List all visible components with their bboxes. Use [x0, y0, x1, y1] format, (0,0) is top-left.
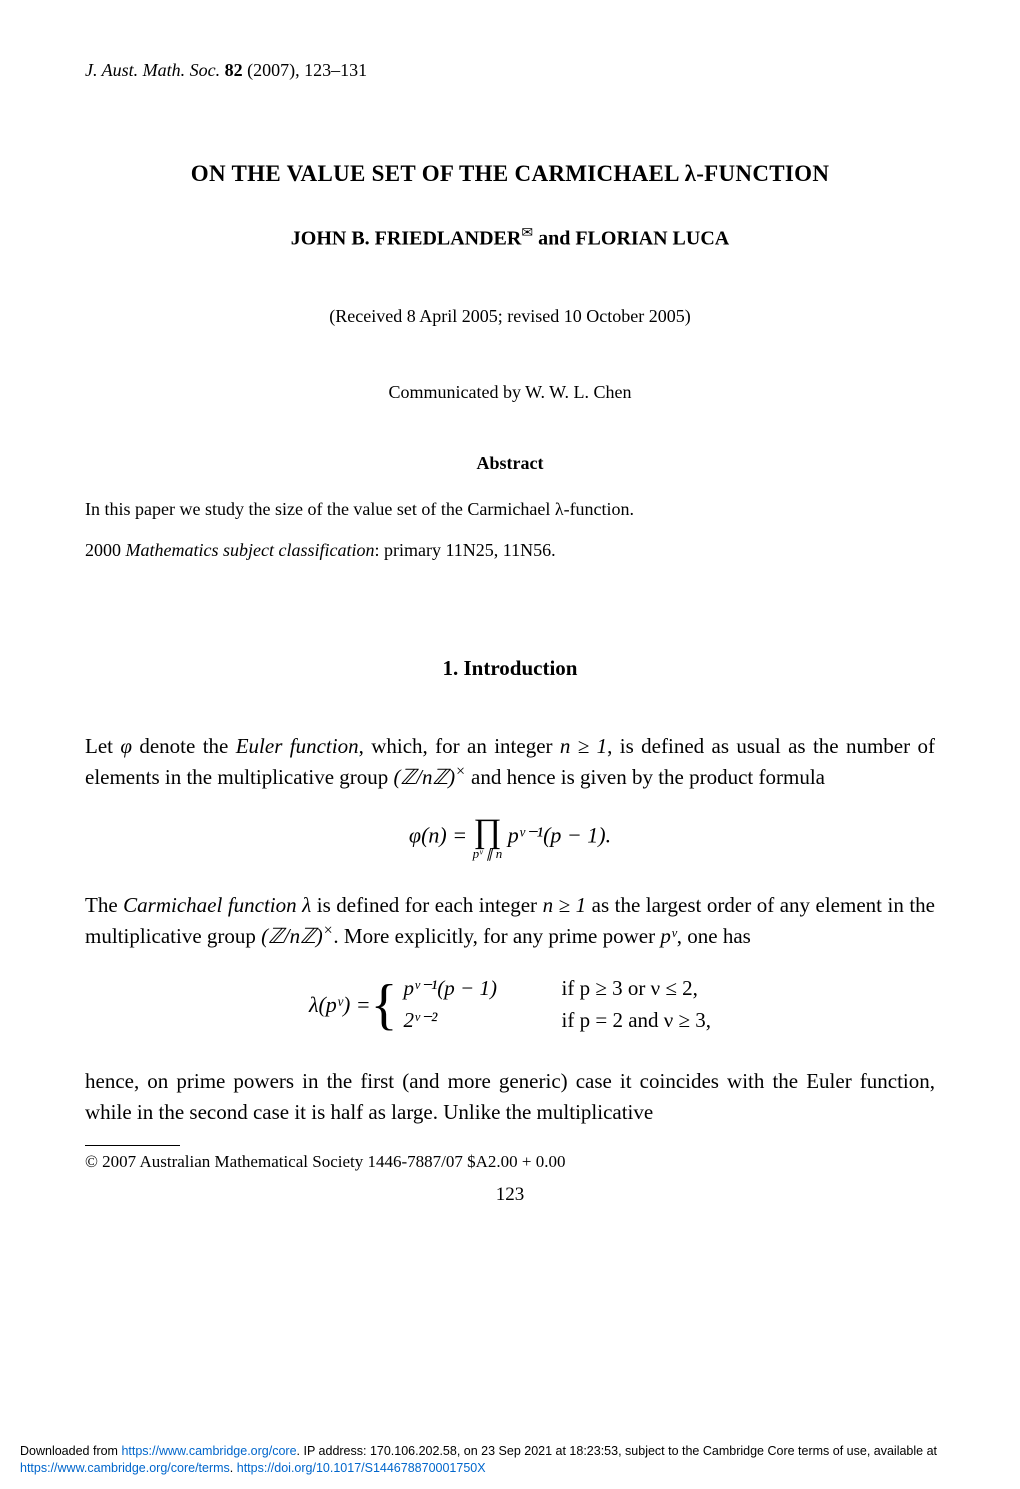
- text: denote the: [132, 734, 236, 758]
- received-dates: (Received 8 April 2005; revised 10 Octob…: [85, 306, 935, 327]
- footer-link-doi[interactable]: https://doi.org/10.1017/S144678870001750…: [237, 1461, 486, 1475]
- section-title: Introduction: [464, 656, 578, 680]
- left-brace: {: [371, 980, 398, 1030]
- page-number: 123: [85, 1184, 935, 1206]
- math-ngeq: n ≥ 1: [560, 734, 607, 758]
- journal-name: J. Aust. Math. Soc.: [85, 60, 220, 80]
- paragraph-3: hence, on prime powers in the first (and…: [85, 1066, 935, 1127]
- text: The: [85, 893, 123, 917]
- math-times: ×: [323, 922, 334, 939]
- cases: pᵛ⁻¹(p − 1) if p ≥ 3 or ν ≤ 2, 2ᵛ⁻² if p…: [404, 973, 712, 1036]
- page: J. Aust. Math. Soc. 82 (2007), 123–131 O…: [0, 0, 1020, 1489]
- text: is defined for each integer: [311, 893, 542, 917]
- communicated-by: Communicated by W. W. L. Chen: [85, 382, 935, 403]
- msc-year: 2000: [85, 540, 121, 560]
- product-symbol: ∏pᵛ ∥ n: [473, 815, 503, 860]
- term-carmichael-function: Carmichael function: [123, 893, 297, 917]
- footnote-rule: [85, 1145, 180, 1146]
- journal-volume: 82: [225, 60, 243, 80]
- author-conjunction: and: [538, 228, 570, 250]
- footer-text: . IP address: 170.106.202.58, on 23 Sep …: [297, 1444, 937, 1458]
- eq-rhs: pᵛ⁻¹(p − 1).: [502, 822, 611, 847]
- text: Let: [85, 734, 120, 758]
- math-ngeq: n ≥ 1: [543, 893, 587, 917]
- abstract-heading: Abstract: [85, 453, 935, 474]
- download-footer: Downloaded from https://www.cambridge.or…: [20, 1443, 1000, 1477]
- journal-year: (2007): [247, 60, 295, 80]
- text: , one has: [677, 924, 751, 948]
- paragraph-1: Let φ denote the Euler function, which, …: [85, 731, 935, 793]
- math-group: (ℤ/nℤ): [261, 924, 323, 948]
- section-number: 1.: [443, 656, 459, 680]
- equation-lambda-cases: λ(pᵛ) = { pᵛ⁻¹(p − 1) if p ≥ 3 or ν ≤ 2,…: [85, 973, 935, 1036]
- text: . More explicitly, for any prime power: [333, 924, 660, 948]
- math-pv: pᵛ: [660, 924, 676, 948]
- footer-link-core[interactable]: https://www.cambridge.org/core: [121, 1444, 296, 1458]
- footer-text: .: [230, 1461, 237, 1475]
- journal-pages: 123–131: [304, 60, 367, 80]
- math-phi: φ: [120, 734, 132, 758]
- eq-lhs: λ(pᵛ) =: [309, 992, 371, 1018]
- equation-euler-product: φ(n) = ∏pᵛ ∥ n pᵛ⁻¹(p − 1).: [85, 815, 935, 860]
- paper-title: ON THE VALUE SET OF THE CARMICHAEL λ-FUN…: [85, 161, 935, 187]
- text: and hence is given by the product formul…: [466, 765, 825, 789]
- product-subscript: pᵛ ∥ n: [473, 847, 503, 860]
- math-group: (ℤ/nℤ): [394, 765, 456, 789]
- msc-value: : primary 11N25, 11N56.: [374, 540, 555, 560]
- text: , which, for an integer: [359, 734, 560, 758]
- footer-link-terms[interactable]: https://www.cambridge.org/core/terms: [20, 1461, 230, 1475]
- term-euler-function: Euler function: [236, 734, 359, 758]
- case-1-condition: if p ≥ 3 or ν ≤ 2,: [562, 976, 698, 1000]
- journal-header: J. Aust. Math. Soc. 82 (2007), 123–131: [85, 60, 935, 81]
- authors: JOHN B. FRIEDLANDER✉ and FLORIAN LUCA: [85, 225, 935, 251]
- math-lambda: λ: [302, 893, 311, 917]
- paragraph-2: The Carmichael function λ is defined for…: [85, 890, 935, 952]
- abstract-text: In this paper we study the size of the v…: [85, 499, 935, 520]
- case-2-value: 2ᵛ⁻²: [404, 1005, 534, 1037]
- msc-classification: 2000 Mathematics subject classification:…: [85, 540, 935, 561]
- math-times: ×: [455, 763, 466, 780]
- eq-lhs: φ(n) =: [409, 822, 473, 847]
- corresponding-author-icon: ✉: [521, 226, 533, 241]
- msc-label: Mathematics subject classification: [126, 540, 375, 560]
- author-2: FLORIAN LUCA: [575, 228, 729, 250]
- copyright-line: © 2007 Australian Mathematical Society 1…: [85, 1152, 935, 1172]
- footer-text: Downloaded from: [20, 1444, 121, 1458]
- case-1-value: pᵛ⁻¹(p − 1): [404, 973, 534, 1005]
- case-2-condition: if p = 2 and ν ≥ 3,: [562, 1008, 712, 1032]
- section-heading-introduction: 1. Introduction: [85, 656, 935, 681]
- author-1: JOHN B. FRIEDLANDER: [291, 228, 522, 250]
